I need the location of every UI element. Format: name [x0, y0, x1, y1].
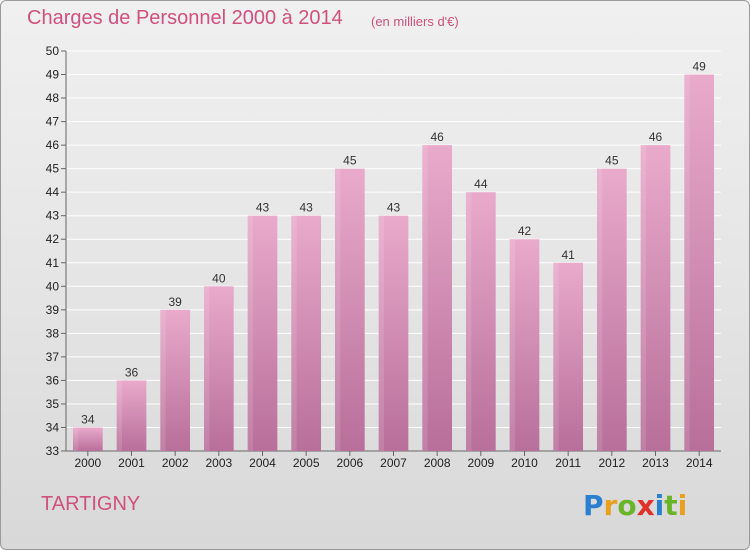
- labels: 33 34 35 36 37 38 39 40 41 42 43 44 45 46 47 48 49 50 34 20…: [46, 44, 713, 470]
- logo-letter: t: [664, 489, 678, 522]
- y-tick-label: 35: [46, 397, 60, 411]
- chart-subtitle: (en milliers d'€): [371, 14, 459, 29]
- bar: [203, 286, 234, 451]
- bar-value-label: 43: [256, 201, 270, 215]
- bar-value-label: 44: [474, 177, 488, 191]
- y-tick-label: 36: [46, 373, 60, 387]
- commune-name: TARTIGNY: [41, 493, 141, 515]
- bar: [378, 215, 409, 451]
- x-tick-label: 2004: [249, 456, 276, 470]
- y-tick-label: 44: [46, 185, 60, 199]
- bar-highlight: [553, 262, 559, 451]
- logo-letter: P: [583, 489, 604, 522]
- x-tick-label: 2006: [336, 456, 363, 470]
- bar: [334, 168, 365, 451]
- bar: [553, 262, 584, 451]
- y-tick-label: 39: [46, 303, 60, 317]
- bar-highlight: [465, 192, 472, 452]
- bar: [291, 215, 322, 451]
- bar: [596, 168, 627, 451]
- bar-value-label: 45: [343, 154, 357, 168]
- y-tick-label: 46: [46, 138, 60, 152]
- y-tick-label: 40: [46, 279, 60, 293]
- x-tick-label: 2001: [118, 456, 145, 470]
- logo-letter: i: [677, 489, 688, 522]
- bars: [72, 74, 715, 452]
- y-tick-label: 50: [46, 44, 60, 58]
- logo-letter: i: [654, 489, 665, 522]
- bar-value-label: 40: [212, 271, 226, 285]
- bar-value-label: 49: [692, 60, 706, 74]
- bar-highlight: [596, 168, 603, 451]
- x-tick-label: 2013: [642, 456, 669, 470]
- y-tick-label: 41: [46, 256, 60, 270]
- y-tick-label: 48: [46, 91, 60, 105]
- bar-highlight: [684, 74, 690, 451]
- y-tick-label: 34: [46, 420, 60, 434]
- bar-highlight: [247, 215, 253, 451]
- x-tick-label: 2008: [424, 456, 451, 470]
- x-tick-label: 2011: [555, 456, 581, 470]
- y-tick-label: 43: [46, 209, 60, 223]
- bar-highlight: [509, 239, 515, 451]
- bar: [640, 145, 671, 451]
- x-tick-label: 2007: [380, 456, 407, 470]
- bar-highlight: [422, 145, 428, 451]
- bar: [465, 192, 496, 452]
- bar: [247, 215, 278, 451]
- bar-value-label: 42: [518, 224, 532, 238]
- bar-highlight: [72, 427, 79, 451]
- x-tick-label: 2012: [598, 456, 625, 470]
- y-tick-label: 42: [46, 232, 60, 246]
- y-tick-label: 49: [46, 68, 60, 82]
- bar-value-label: 34: [81, 412, 95, 426]
- x-tick-label: 2005: [293, 456, 320, 470]
- x-tick-label: 2010: [511, 456, 538, 470]
- y-tick-label: 33: [46, 444, 60, 458]
- bar-value-label: 41: [561, 248, 575, 262]
- logo-letter: x: [636, 489, 655, 522]
- x-tick-label: 2002: [162, 456, 189, 470]
- bar-value-label: 36: [125, 365, 139, 379]
- logo-letter: r: [603, 489, 618, 522]
- bar: [160, 309, 191, 451]
- x-tick-label: 2000: [74, 456, 101, 470]
- y-tick-label: 45: [46, 162, 60, 176]
- x-tick-label: 2009: [467, 456, 494, 470]
- bar-value-label: 39: [168, 295, 182, 309]
- bar-highlight: [160, 309, 166, 451]
- bar-value-label: 46: [649, 130, 663, 144]
- bar: [509, 239, 540, 451]
- bar: [116, 380, 147, 451]
- bar: [72, 427, 103, 451]
- bar-highlight: [291, 215, 297, 451]
- bar-value-label: 45: [605, 154, 619, 168]
- x-tick-label: 2014: [686, 456, 713, 470]
- chart-title: Charges de Personnel 2000 à 2014: [27, 7, 343, 29]
- bar-highlight: [334, 168, 341, 451]
- bar-highlight: [203, 286, 210, 451]
- y-tick-label: 38: [46, 326, 60, 340]
- x-tick-label: 2003: [205, 456, 232, 470]
- bar: [422, 145, 453, 451]
- bar-highlight: [378, 215, 384, 451]
- proxiti-logo: Proxiti: [583, 489, 687, 522]
- bar-highlight: [116, 380, 122, 451]
- bar-value-label: 46: [430, 130, 444, 144]
- y-tick-label: 37: [46, 350, 60, 364]
- bar-highlight: [640, 145, 646, 451]
- bar-value-label: 43: [387, 201, 401, 215]
- bar-value-label: 43: [299, 201, 313, 215]
- bar: [684, 74, 715, 451]
- y-tick-label: 47: [46, 115, 60, 129]
- logo-letter: o: [617, 489, 637, 522]
